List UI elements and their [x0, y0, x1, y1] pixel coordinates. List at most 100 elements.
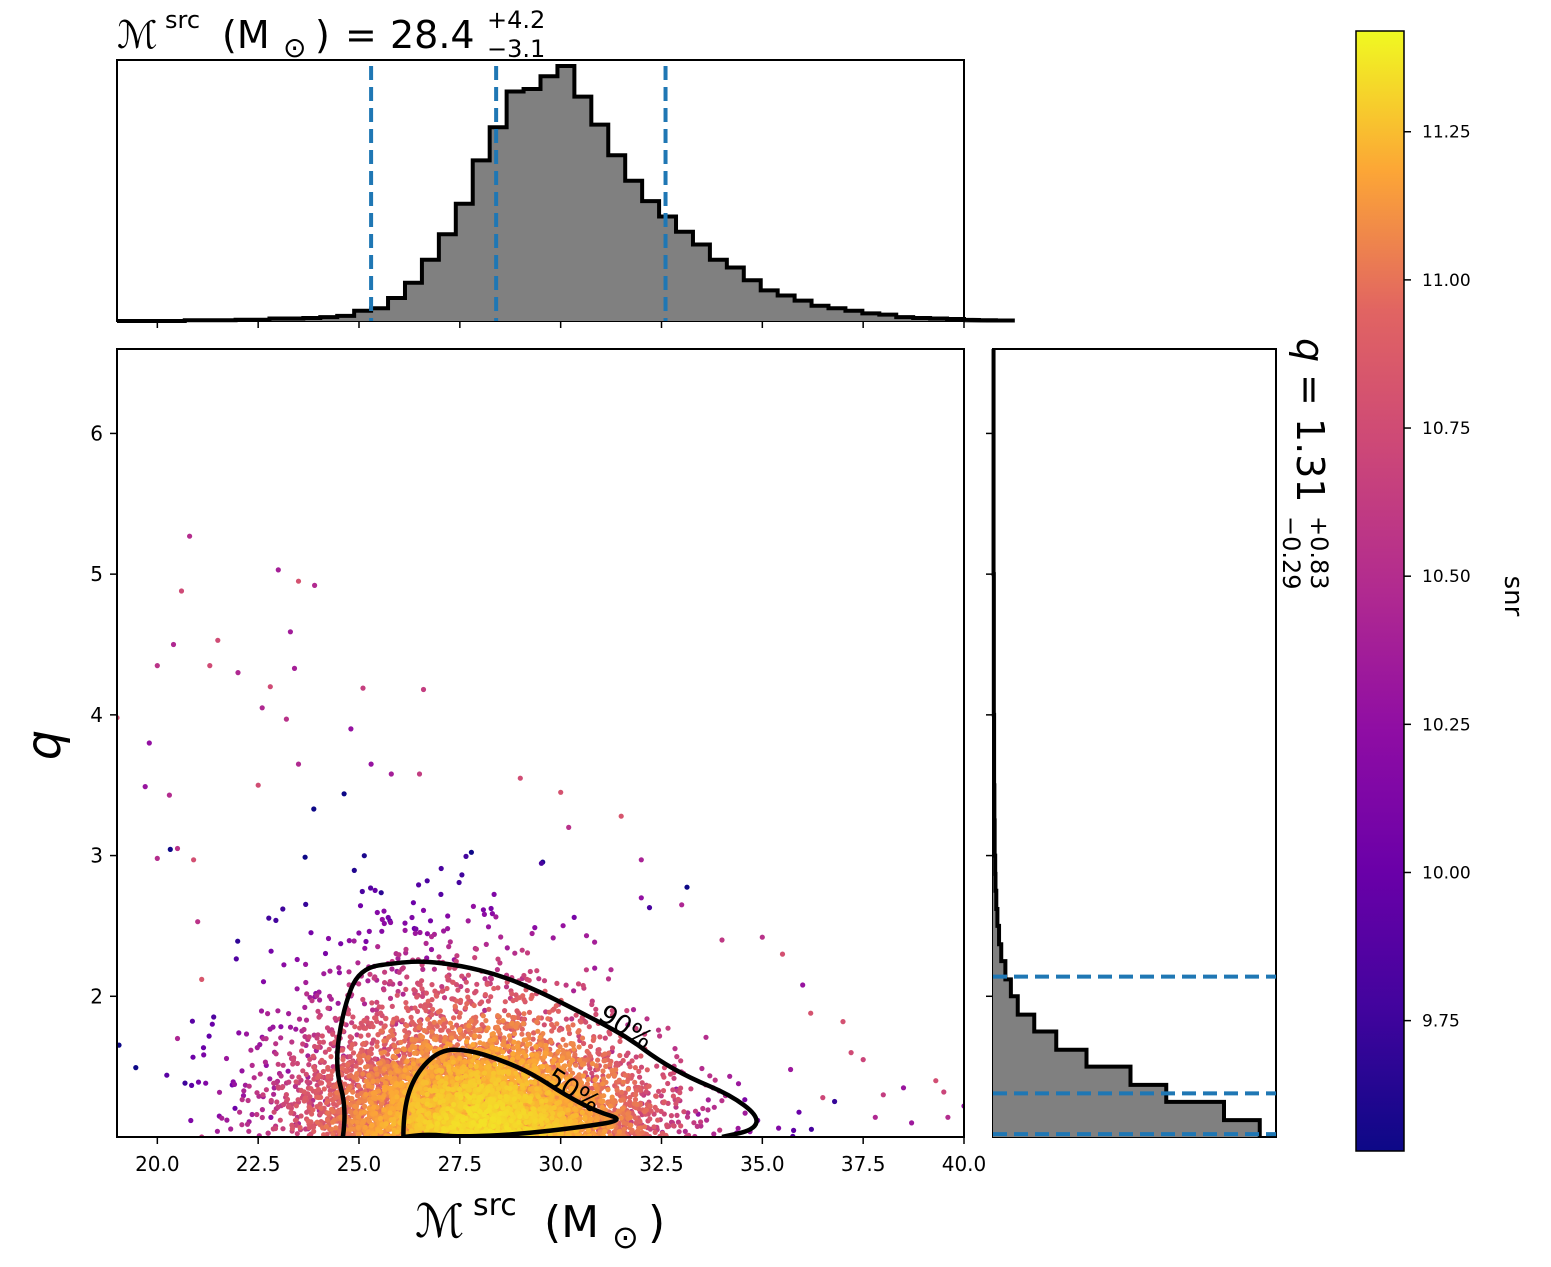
scatter-point — [605, 1087, 611, 1093]
scatter-point — [479, 999, 485, 1005]
scatter-point — [464, 987, 470, 994]
scatter-point — [359, 888, 365, 895]
scatter-point — [365, 1032, 371, 1038]
scatter-point — [489, 911, 495, 917]
top-title-symbol: ℳ — [117, 13, 158, 57]
scatter-point — [454, 953, 460, 959]
scatter-point — [295, 578, 302, 584]
scatter-point — [427, 918, 434, 924]
scatter-point — [651, 1124, 657, 1130]
scatter-point — [400, 991, 406, 997]
scatter-point — [381, 1038, 387, 1044]
scatter-point — [409, 1036, 415, 1042]
scatter-point — [414, 994, 420, 1000]
scatter-point — [304, 991, 310, 997]
scatter-point — [195, 1079, 202, 1085]
scatter-point — [439, 984, 445, 990]
scatter-point — [412, 1005, 418, 1011]
top-histogram-outline — [117, 64, 1015, 323]
scatter-point — [402, 927, 408, 934]
scatter-point — [271, 1091, 277, 1097]
scatter-point — [271, 1109, 277, 1115]
scatter-point — [788, 1066, 794, 1073]
scatter-point — [258, 1008, 265, 1014]
scatter-point — [201, 1052, 207, 1058]
scatter-point — [350, 1089, 356, 1095]
scatter-point — [719, 1098, 725, 1104]
scatter-point — [550, 935, 556, 941]
scatter-point — [699, 1065, 705, 1072]
scatter-point — [320, 1039, 326, 1045]
scatter-point — [263, 1087, 269, 1093]
scatter-point — [425, 998, 431, 1004]
scatter-point — [671, 1075, 677, 1081]
scatter-point — [236, 1030, 242, 1036]
scatter-point — [678, 1085, 684, 1091]
scatter-point — [524, 950, 531, 956]
scatter-point — [618, 1097, 624, 1103]
scatter-point — [360, 685, 366, 691]
scatter-point — [419, 1044, 425, 1050]
scatter-point — [638, 1053, 644, 1059]
scatter-point — [287, 1024, 294, 1030]
scatter-point — [800, 982, 806, 988]
scatter-point — [941, 1089, 947, 1095]
top-title-minus: −3.1 — [487, 35, 545, 63]
scatter-point — [336, 970, 342, 976]
scatter-point — [276, 342, 281, 347]
scatter-point — [289, 1074, 295, 1080]
scatter-point — [385, 914, 391, 921]
top-title-unit: (M — [222, 13, 270, 57]
scatter-point — [275, 1104, 281, 1110]
scatter-point — [625, 1022, 631, 1028]
scatter-point — [625, 1086, 631, 1092]
scatter-point — [632, 1115, 639, 1121]
scatter-point — [381, 987, 387, 993]
scatter-point — [520, 1021, 527, 1027]
scatter-point — [370, 1007, 376, 1013]
scatter-point — [692, 1108, 699, 1114]
scatter-point — [412, 930, 418, 937]
scatter-point — [349, 1095, 355, 1102]
scatter-point — [546, 1009, 552, 1015]
scatter-point — [682, 1128, 688, 1134]
scatter-point — [237, 1109, 243, 1115]
scatter-point — [275, 1008, 281, 1014]
scatter-point — [312, 582, 318, 589]
scatter-point — [658, 1093, 664, 1099]
scatter-point — [617, 1038, 623, 1044]
scatter-point — [534, 1052, 540, 1058]
scatter-point — [360, 996, 366, 1003]
scatter-point — [398, 1039, 404, 1045]
scatter-point — [378, 1050, 384, 1056]
scatter-point — [259, 1107, 265, 1113]
scatter-point — [594, 1114, 600, 1120]
scatter-point — [434, 1023, 440, 1029]
scatter-point — [681, 1109, 687, 1115]
scatter-point — [419, 978, 425, 984]
scatter-point — [354, 1093, 361, 1099]
scatter-point — [362, 1098, 368, 1104]
scatter-point — [419, 1034, 426, 1040]
scatter-point — [420, 907, 427, 914]
scatter-point — [280, 906, 286, 912]
scatter-point — [742, 1110, 748, 1116]
scatter-point — [603, 1063, 609, 1069]
scatter-point — [485, 998, 491, 1004]
scatter-point — [618, 813, 624, 819]
scatter-point — [207, 663, 213, 669]
scatter-point — [273, 917, 279, 924]
scatter-point — [277, 1117, 283, 1123]
scatter-point — [517, 775, 523, 781]
scatter-point — [394, 1015, 400, 1021]
scatter-point — [553, 1003, 559, 1009]
scatter-point — [327, 993, 333, 1000]
scatter-point — [293, 1117, 299, 1123]
scatter-point — [633, 1025, 639, 1032]
scatter-point — [678, 1123, 684, 1129]
scatter-point — [449, 1035, 455, 1041]
scatter-point — [411, 1050, 417, 1056]
scatter-point — [328, 1073, 334, 1079]
scatter-point — [340, 1057, 346, 1063]
scatter-point — [379, 1004, 385, 1010]
